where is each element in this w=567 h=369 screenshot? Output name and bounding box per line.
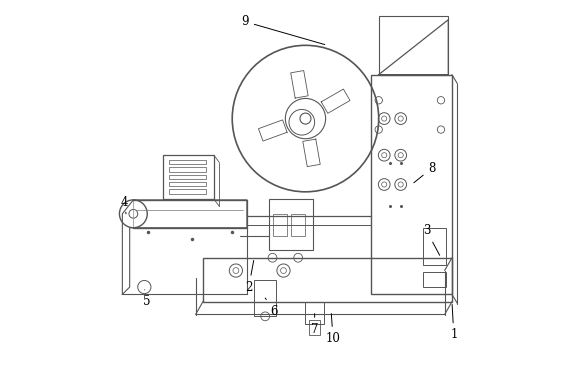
Bar xyxy=(163,155,214,199)
Text: 9: 9 xyxy=(242,15,325,45)
Bar xyxy=(169,160,206,164)
Text: 8: 8 xyxy=(414,162,435,183)
Bar xyxy=(169,182,206,186)
Bar xyxy=(422,272,446,287)
Text: 4: 4 xyxy=(121,196,128,214)
Bar xyxy=(422,228,446,265)
Bar xyxy=(306,302,324,324)
Bar xyxy=(254,280,276,316)
Text: 6: 6 xyxy=(265,298,278,317)
Text: 2: 2 xyxy=(245,261,253,294)
Text: 1: 1 xyxy=(450,304,458,341)
Bar xyxy=(169,175,206,179)
Text: 7: 7 xyxy=(311,314,319,336)
Bar xyxy=(309,320,320,335)
Bar xyxy=(379,16,448,75)
Bar xyxy=(203,258,452,302)
Bar xyxy=(273,214,287,236)
Text: 10: 10 xyxy=(325,314,341,345)
Bar xyxy=(169,189,206,194)
Text: 3: 3 xyxy=(422,224,439,255)
Bar xyxy=(291,214,306,236)
Bar xyxy=(169,167,206,172)
Bar xyxy=(269,199,313,251)
Bar xyxy=(371,75,452,294)
Text: 5: 5 xyxy=(142,290,150,308)
